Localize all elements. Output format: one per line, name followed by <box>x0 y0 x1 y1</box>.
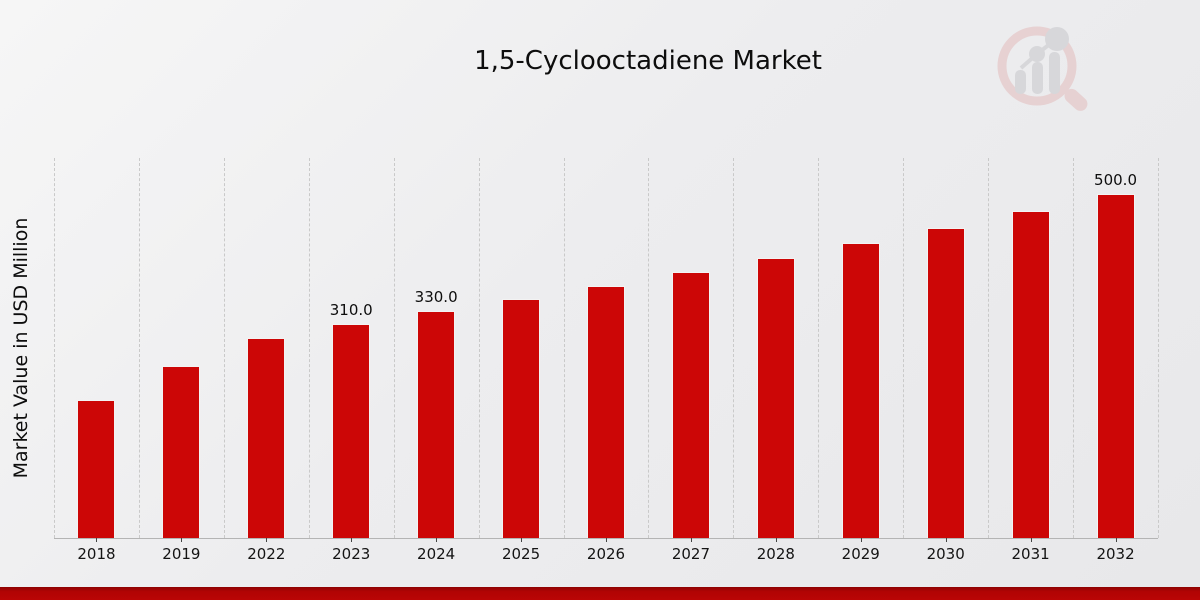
x-axis-label-2022: 2022 <box>247 545 286 563</box>
x-axis-label-2023: 2023 <box>332 545 371 563</box>
vertical-gridline <box>733 158 735 538</box>
bar-2026 <box>587 286 625 538</box>
vertical-gridline <box>478 158 480 538</box>
x-axis-tick <box>96 538 98 542</box>
x-axis-tick <box>860 538 862 542</box>
footer-accent-band <box>0 587 1200 600</box>
x-axis-label-2026: 2026 <box>586 545 626 563</box>
bar-chart-plot-area: 2018 2019 2022 310.0 2023 330.0 2024 2025 2026 20… <box>54 158 1159 563</box>
vertical-gridline <box>648 158 650 538</box>
y-axis-label: Market Value in USD Million <box>10 217 32 479</box>
vertical-gridline <box>54 158 55 538</box>
x-axis-label-2027: 2027 <box>671 545 711 563</box>
bar-2027 <box>671 272 710 538</box>
bar-2018 <box>77 400 116 538</box>
x-axis-tick <box>436 538 438 542</box>
vertical-gridline <box>563 158 565 538</box>
x-axis-tick <box>521 538 523 542</box>
vertical-gridline <box>308 158 310 538</box>
x-axis-tick <box>1115 538 1117 542</box>
vertical-gridline <box>138 158 140 538</box>
bar-value-label: 310.0 <box>329 301 373 319</box>
bar-2025 <box>502 299 541 538</box>
bar-2024 <box>417 311 456 538</box>
x-axis-tick <box>690 538 692 542</box>
vertical-gridline <box>1158 158 1159 538</box>
vertical-gridline <box>988 158 990 538</box>
x-axis-label-2030: 2030 <box>926 545 965 563</box>
x-axis-label-2032: 2032 <box>1096 545 1135 563</box>
magnifier-bar-chart-logo-icon <box>997 26 1088 111</box>
bar-2029 <box>841 243 880 538</box>
bar-2023 <box>332 324 371 538</box>
vertical-gridline <box>1073 158 1075 538</box>
x-axis-label-2031: 2031 <box>1011 545 1050 563</box>
x-axis-tick <box>945 538 947 542</box>
bar-2028 <box>756 258 795 538</box>
x-axis-label-2025: 2025 <box>501 545 541 563</box>
bar-value-label: 330.0 <box>414 288 458 306</box>
x-axis-label-2024: 2024 <box>417 545 456 563</box>
x-axis-label-2029: 2029 <box>841 545 880 563</box>
x-axis-tick <box>351 538 353 542</box>
bar-value-label: 500.0 <box>1094 171 1138 189</box>
x-axis-tick <box>1030 538 1032 542</box>
chart-title: 1,5-Cyclooctadiene Market <box>474 46 822 76</box>
vertical-gridline <box>903 158 905 538</box>
x-axis-tick <box>775 538 777 542</box>
x-axis-label-2028: 2028 <box>756 545 795 563</box>
x-axis-tick <box>606 538 607 542</box>
bar-2022 <box>247 338 286 538</box>
vertical-gridline <box>223 158 225 538</box>
bar-2032 <box>1096 194 1135 538</box>
x-axis-tick <box>181 538 183 542</box>
bar-2030 <box>926 228 965 538</box>
bar-2019 <box>162 366 201 538</box>
x-axis-tick <box>266 538 268 542</box>
bar-2031 <box>1011 211 1050 538</box>
vertical-gridline <box>393 158 395 538</box>
vertical-gridline <box>818 158 820 538</box>
x-axis-label-2018: 2018 <box>77 545 116 563</box>
x-axis-label-2019: 2019 <box>162 545 201 563</box>
